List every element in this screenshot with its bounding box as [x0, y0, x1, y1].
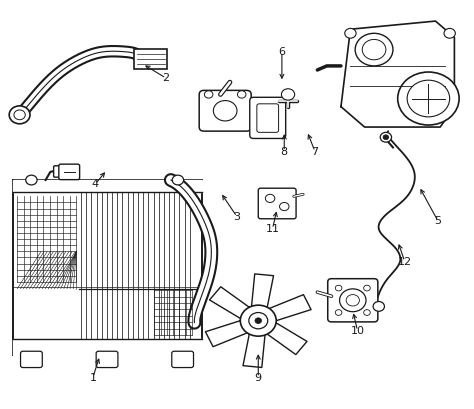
Polygon shape	[269, 294, 311, 321]
Circle shape	[373, 301, 384, 311]
Circle shape	[237, 91, 246, 98]
Bar	[12, 180, 201, 355]
Polygon shape	[252, 274, 273, 307]
Circle shape	[213, 101, 237, 121]
Circle shape	[407, 80, 450, 117]
Text: 9: 9	[255, 373, 262, 383]
Circle shape	[335, 310, 342, 315]
Text: 11: 11	[265, 224, 280, 234]
Circle shape	[249, 312, 268, 329]
Text: 6: 6	[278, 47, 285, 56]
Polygon shape	[12, 180, 201, 192]
Circle shape	[14, 110, 25, 120]
Circle shape	[240, 305, 276, 336]
Circle shape	[26, 175, 37, 185]
FancyBboxPatch shape	[135, 49, 167, 69]
Circle shape	[398, 72, 459, 125]
Circle shape	[335, 285, 342, 291]
Text: 3: 3	[234, 212, 240, 222]
Circle shape	[345, 28, 356, 38]
Circle shape	[355, 33, 393, 66]
Circle shape	[282, 89, 295, 100]
Text: 5: 5	[434, 216, 441, 226]
Circle shape	[364, 285, 370, 291]
FancyBboxPatch shape	[257, 104, 279, 133]
Text: 7: 7	[311, 146, 319, 157]
FancyBboxPatch shape	[96, 351, 118, 368]
Circle shape	[380, 133, 392, 142]
FancyBboxPatch shape	[328, 279, 378, 322]
Circle shape	[444, 28, 456, 38]
Circle shape	[172, 175, 183, 185]
FancyBboxPatch shape	[250, 97, 286, 139]
Circle shape	[265, 194, 275, 202]
Polygon shape	[12, 339, 201, 355]
Circle shape	[362, 39, 386, 60]
Circle shape	[255, 318, 262, 324]
Text: 2: 2	[163, 73, 170, 83]
Text: 1: 1	[90, 373, 96, 383]
FancyBboxPatch shape	[172, 351, 193, 368]
Text: 4: 4	[91, 179, 99, 189]
Circle shape	[364, 310, 370, 315]
FancyBboxPatch shape	[199, 90, 251, 131]
Text: 10: 10	[350, 326, 365, 336]
Circle shape	[339, 289, 366, 312]
Polygon shape	[341, 21, 455, 127]
FancyBboxPatch shape	[258, 188, 296, 219]
Polygon shape	[267, 323, 307, 355]
Circle shape	[9, 106, 30, 124]
Circle shape	[280, 202, 289, 211]
Circle shape	[204, 91, 213, 98]
Circle shape	[346, 294, 359, 306]
Polygon shape	[243, 334, 265, 367]
FancyBboxPatch shape	[54, 166, 73, 177]
FancyBboxPatch shape	[59, 164, 80, 180]
FancyBboxPatch shape	[20, 351, 42, 368]
Text: 12: 12	[398, 256, 412, 267]
Polygon shape	[205, 321, 247, 347]
Circle shape	[383, 135, 389, 140]
Text: 8: 8	[281, 146, 288, 157]
Polygon shape	[210, 287, 249, 319]
